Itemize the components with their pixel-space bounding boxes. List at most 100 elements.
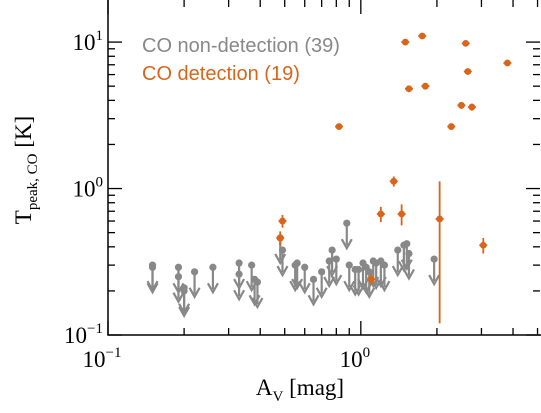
upper-limit-point: [345, 261, 353, 269]
plot-frame: [107, 0, 541, 336]
upper-limit-marker: [251, 278, 264, 310]
upper-limit-arrow-head: [291, 278, 304, 291]
detection-marker: [503, 59, 512, 67]
upper-limit-point: [174, 263, 183, 271]
detection-point: [504, 59, 511, 67]
upper-limit-point: [365, 268, 373, 276]
upper-limit-arrow-head: [330, 274, 343, 287]
upper-limit-marker: [363, 268, 376, 300]
upper-limit-marker: [206, 263, 219, 295]
tick-labels: 10−1 100 10−1 100 101: [64, 28, 370, 372]
upper-limit-marker: [245, 261, 258, 293]
upper-limit-arrow-head: [178, 306, 191, 319]
x-axis-title-sub: V: [273, 389, 284, 405]
upper-limit-marker: [146, 263, 159, 295]
upper-limit-marker: [188, 268, 201, 300]
upper-limit-point: [430, 255, 438, 263]
upper-limit-point: [180, 287, 188, 295]
detection-point: [421, 82, 429, 90]
detection-marker: [376, 206, 385, 223]
detection-point: [367, 275, 375, 283]
x-axis-title-unit: [mag]: [283, 375, 344, 400]
upper-limit-arrow-head: [298, 282, 311, 295]
upper-limit-marker: [291, 259, 304, 291]
upper-limit-marker: [400, 240, 413, 271]
y-tick-label: 101: [73, 28, 104, 55]
upper-limit-marker: [340, 219, 353, 251]
upper-limit-marker: [428, 255, 441, 287]
detection-point: [335, 123, 343, 130]
upper-limit-marker: [315, 268, 328, 300]
data-marks: [146, 32, 512, 324]
upper-limit-point: [293, 259, 301, 267]
detection-point: [468, 103, 476, 111]
detection-marker: [276, 231, 285, 246]
upper-limit-arrow-head: [340, 238, 353, 251]
axis-ticks: [107, 0, 540, 336]
y-tick-label: 100: [73, 175, 104, 202]
upper-limit-marker: [391, 246, 404, 278]
detection-point: [401, 38, 409, 46]
upper-limit-marker: [307, 275, 320, 307]
upper-limit-arrow-head: [323, 276, 336, 289]
legend-entry-detection: CO detection (19): [142, 63, 300, 85]
upper-limit-point: [235, 259, 243, 267]
detection-marker: [401, 38, 410, 46]
upper-limit-point: [209, 263, 217, 271]
upper-limit-marker: [330, 255, 343, 287]
upper-limit-arrow-head: [363, 287, 376, 300]
detection-marker: [335, 123, 344, 130]
upper-limit-point: [301, 263, 309, 271]
upper-limit-point: [328, 246, 336, 254]
detection-point: [377, 210, 385, 218]
detection-point: [462, 39, 470, 47]
detection-marker: [404, 85, 413, 93]
detection-point: [458, 101, 465, 109]
upper-limit-marker: [276, 246, 289, 278]
detection-marker: [461, 39, 470, 47]
x-axis-title-main: A: [256, 375, 273, 400]
upper-limit-point: [253, 278, 262, 286]
upper-limit-point: [343, 219, 351, 227]
upper-limit-point: [309, 275, 318, 283]
upper-limit-point: [318, 268, 326, 276]
upper-limit-point: [278, 246, 287, 254]
detection-point: [464, 68, 472, 75]
detection-marker: [421, 82, 430, 90]
upper-limit-arrow-head: [391, 265, 404, 278]
upper-limit-arrow-head: [428, 274, 441, 287]
upper-limit-arrow-head: [251, 297, 264, 310]
upper-limit-point: [148, 263, 157, 271]
upper-limit-marker: [172, 273, 185, 304]
upper-limit-marker: [343, 261, 356, 293]
detection-point: [418, 32, 426, 40]
upper-limit-arrow-head: [352, 284, 365, 297]
upper-limit-point: [248, 261, 256, 269]
upper-limit-marker: [378, 261, 391, 293]
upper-limit-arrow-head: [206, 282, 219, 295]
upper-limit-point: [394, 246, 402, 254]
detection-point: [279, 217, 286, 225]
upper-limit-point: [403, 240, 411, 248]
upper-limit-arrow-head: [307, 294, 320, 307]
upper-limit-point: [380, 261, 389, 269]
detection-marker: [367, 274, 376, 285]
detection-point: [405, 85, 413, 93]
y-tick-label: 10−1: [64, 321, 103, 348]
detection-marker: [418, 32, 427, 40]
x-axis-title: AV [mag]: [256, 375, 344, 405]
detection-marker: [463, 68, 472, 75]
upper-limit-point: [190, 268, 199, 276]
upper-limit-arrow-head: [276, 265, 289, 278]
upper-limit-point: [332, 255, 340, 263]
upper-limit-arrow-head: [188, 287, 201, 300]
upper-limit-arrow-head: [378, 280, 391, 293]
upper-limit-marker: [402, 249, 415, 281]
detection-marker: [435, 181, 444, 324]
upper-limit-marker: [233, 270, 246, 302]
upper-limit-arrow-head: [146, 282, 159, 295]
y-axis-title-main: T: [11, 210, 36, 224]
legend-entry-non-detection: CO non-detection (39): [142, 35, 340, 57]
detection-point: [390, 177, 398, 185]
